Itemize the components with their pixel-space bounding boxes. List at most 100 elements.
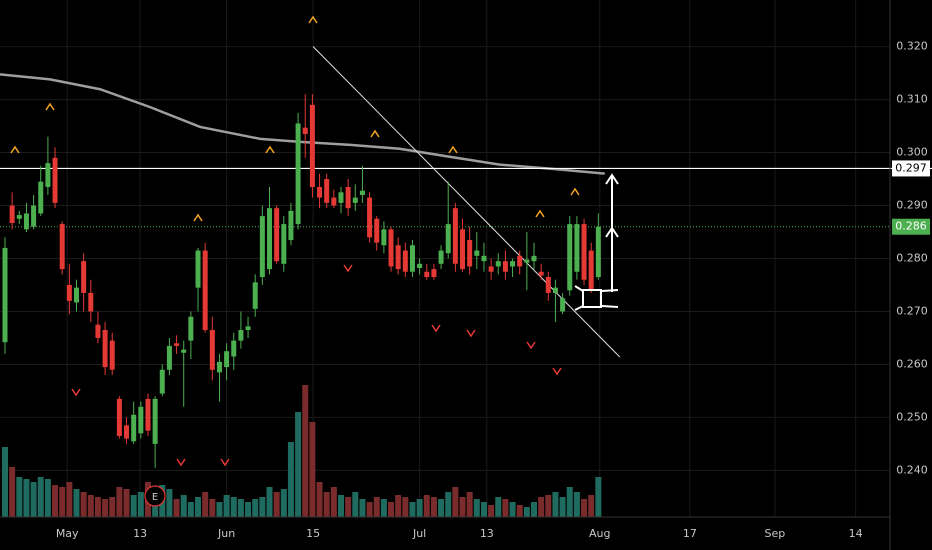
candle-body <box>402 250 408 272</box>
candle-body <box>124 425 130 439</box>
volume-bar <box>73 489 80 517</box>
candle-body <box>595 226 601 278</box>
volume-bar <box>395 495 402 517</box>
candle-body <box>9 205 15 224</box>
candles <box>2 94 601 468</box>
candle-body <box>460 229 466 270</box>
candle-body <box>31 205 37 227</box>
candle-body <box>81 261 87 293</box>
axes: 0.240 0.250 0.260 0.270 0.280 0.290 0.300 0.310… <box>56 40 930 540</box>
earnings-badge[interactable] <box>144 485 166 507</box>
y-tick-label: 0.250 <box>896 410 928 423</box>
candle-body <box>552 287 558 293</box>
candle-body <box>474 250 480 256</box>
y-tick-label: 0.300 <box>896 146 928 159</box>
candle-body <box>467 239 473 267</box>
candle-body <box>274 208 280 262</box>
volume-bar <box>452 487 459 517</box>
volume-bar <box>209 499 216 517</box>
volume-bar <box>109 497 116 517</box>
y-tick-label: 0.290 <box>896 199 928 212</box>
volume-bar <box>2 447 9 517</box>
candle-body <box>574 224 580 272</box>
volume-bar <box>202 492 209 517</box>
y-tick-label: 0.240 <box>896 463 928 476</box>
candle-body <box>181 349 187 353</box>
volume-bar <box>223 495 230 517</box>
volume-bar <box>573 492 580 517</box>
volume-bar <box>438 499 445 517</box>
candle-body <box>174 343 180 346</box>
volume-bar <box>538 497 545 517</box>
markers <box>10 15 580 467</box>
volume-bar <box>352 492 359 517</box>
earnings-label[interactable]: E <box>152 492 158 503</box>
price-label-box <box>892 218 930 235</box>
candle-body <box>531 255 537 262</box>
candle-body <box>438 250 444 264</box>
candle-body <box>524 259 530 263</box>
candle-body <box>567 224 573 291</box>
candle-body <box>374 218 380 243</box>
candle-body <box>45 163 51 187</box>
candle-body <box>409 245 415 272</box>
candle-body <box>166 345 172 370</box>
volume-bar <box>488 505 495 517</box>
candle-body <box>495 261 501 267</box>
volume-bar <box>237 499 244 517</box>
volume-bar <box>295 412 302 517</box>
volume-bar <box>180 495 187 517</box>
volume-bar <box>44 479 51 517</box>
volume-bar <box>30 482 37 517</box>
volume-bar <box>123 489 130 517</box>
volume-bar <box>302 385 309 517</box>
volume-bar <box>187 502 194 517</box>
candle-body <box>381 229 387 246</box>
volume-bar <box>252 499 259 517</box>
candle-body <box>324 179 330 203</box>
candle-body <box>424 271 430 278</box>
y-tick-label: 0.270 <box>896 304 928 317</box>
volume-bar <box>230 497 237 517</box>
volume-bar <box>195 497 202 517</box>
volume-bar <box>595 477 602 517</box>
y-tick-label: 0.260 <box>896 357 928 370</box>
candle-body <box>488 266 494 272</box>
candle-body <box>95 324 101 338</box>
candle-body <box>510 261 516 267</box>
volume-bar <box>37 477 44 517</box>
x-tick-label: May <box>56 527 79 540</box>
volume-bar <box>545 495 552 517</box>
volume-bar <box>9 467 16 517</box>
candle-body <box>302 127 308 135</box>
volume-bar <box>59 487 66 517</box>
candle-body <box>367 197 373 238</box>
volume-bar <box>287 442 294 517</box>
volume-bar <box>323 492 330 517</box>
volume-bar <box>523 507 530 517</box>
candle-body <box>59 224 65 270</box>
volume-bar <box>266 487 273 517</box>
volume-bar <box>581 499 588 517</box>
candle-body <box>102 330 108 368</box>
volume-bar <box>566 487 573 517</box>
volume-bar <box>245 502 252 517</box>
volume-bar <box>509 502 516 517</box>
candle-body <box>295 123 301 225</box>
volume-bar <box>66 482 73 517</box>
x-tick-label: Sep <box>765 527 786 540</box>
volume-bar <box>309 422 316 517</box>
candle-body <box>231 340 237 357</box>
volume-bar <box>173 499 180 517</box>
candle-body <box>288 210 294 240</box>
y-tick-label: 0.320 <box>896 40 928 53</box>
volume-bar <box>416 499 423 517</box>
candle-body <box>238 330 244 341</box>
candle-body <box>224 351 230 368</box>
volume-bar <box>52 485 59 517</box>
candle-body <box>116 398 122 436</box>
volume-bar <box>137 492 144 517</box>
candle-body <box>545 277 551 293</box>
volume-bar <box>531 502 537 517</box>
